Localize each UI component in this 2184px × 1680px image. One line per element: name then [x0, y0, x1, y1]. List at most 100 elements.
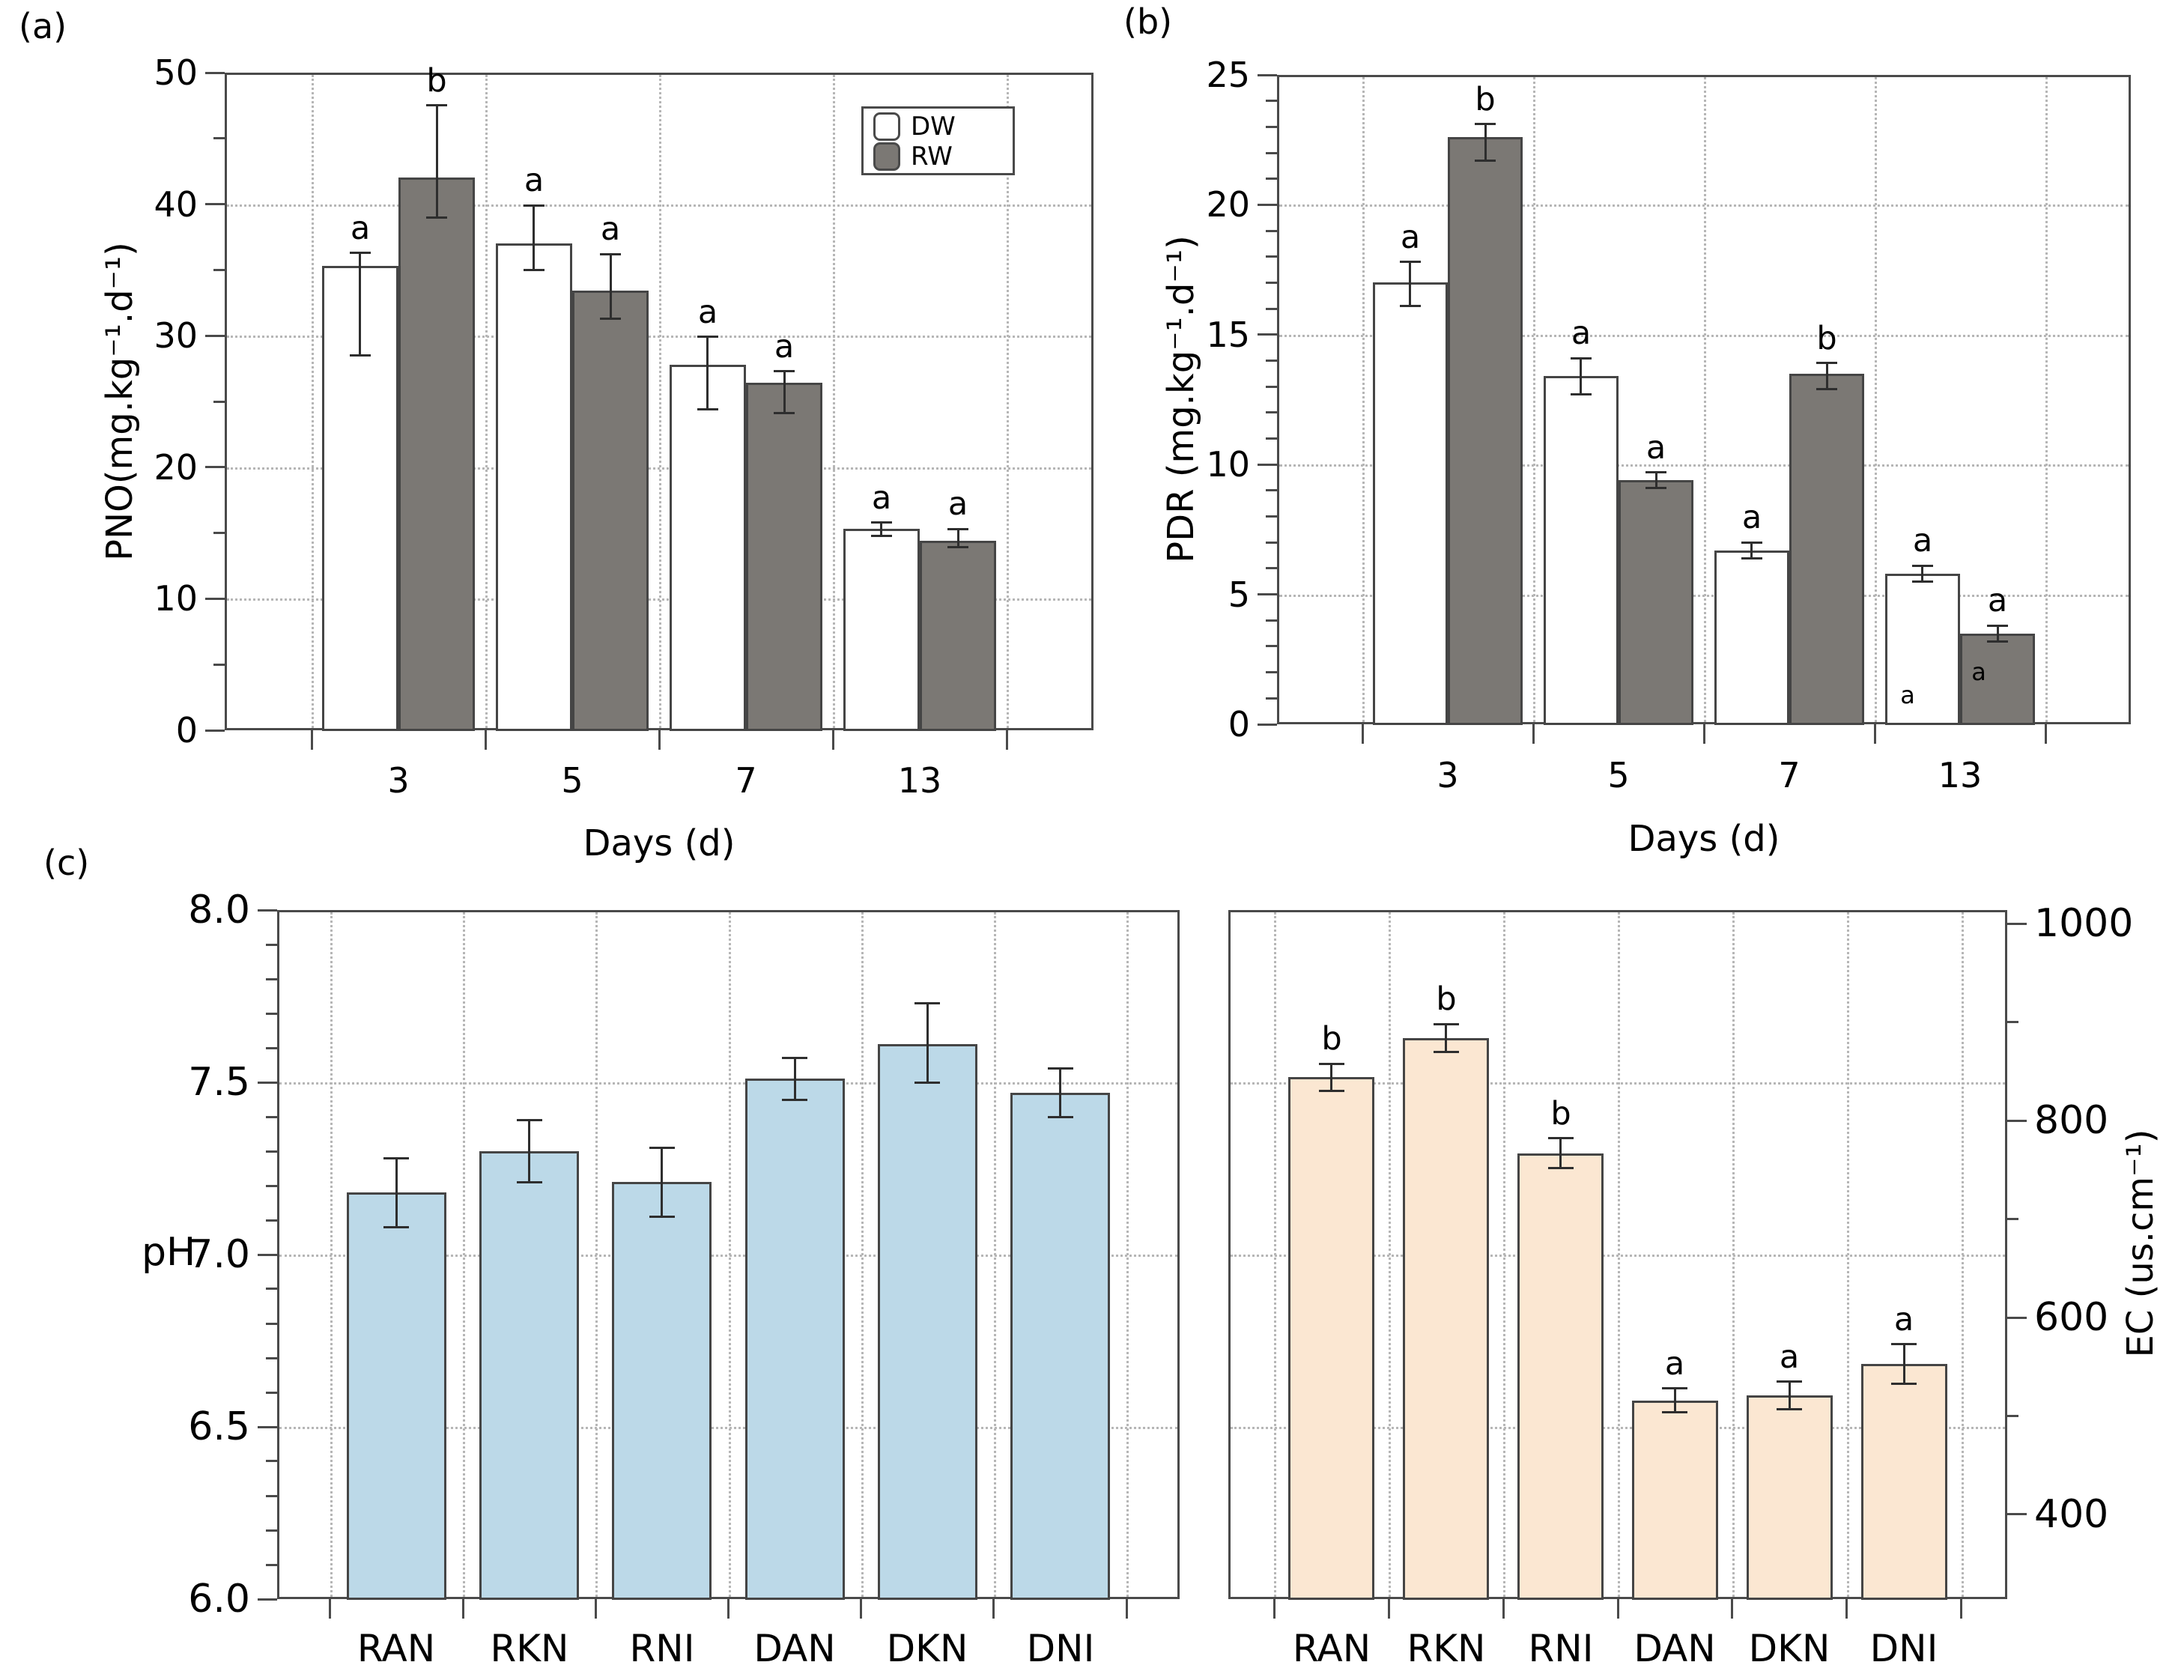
error-cap-c_ph: [914, 1082, 940, 1084]
bar-c_ph-pH-RAN: [347, 1192, 446, 1600]
y-axis-title-c_ec: EC (us.cm⁻¹): [2120, 1129, 2162, 1358]
error-bar-a: [359, 253, 361, 356]
error-cap-b: [1645, 471, 1666, 473]
y-minor-tick-a: [213, 664, 225, 666]
bar-c_ec-EC-RNI: [1517, 1153, 1604, 1600]
y-minor-tick-b: [1266, 489, 1277, 491]
x-tick-a: [311, 730, 313, 750]
gridline-v-c_ph: [595, 912, 598, 1597]
legend-swatch-DW: [873, 112, 900, 141]
error-cap-b: [1571, 393, 1592, 395]
gridline-h-c_ph: [279, 1255, 1177, 1257]
error-cap-a: [947, 546, 968, 548]
error-bar-b: [1655, 473, 1657, 488]
x-tick-c_ph: [462, 1599, 464, 1619]
bar-c_ec-EC-DAN: [1632, 1401, 1718, 1600]
y-tick-c_ph: [258, 909, 277, 912]
gridline-v-c_ec: [1732, 912, 1735, 1597]
sig-letter-b-7: a: [1741, 499, 1762, 536]
error-cap-c_ph: [782, 1099, 807, 1101]
y-tick-c_ph: [258, 1426, 277, 1428]
error-cap-c_ph: [782, 1057, 807, 1059]
error-cap-c_ec: [1662, 1411, 1687, 1413]
y-tick-a: [205, 335, 225, 337]
x-tick-label-c_ph: DKN: [886, 1627, 968, 1670]
gridline-v-c_ph: [1126, 912, 1129, 1597]
x-tick-c_ph: [329, 1599, 331, 1619]
x-tick-label-c_ph: DNI: [1026, 1627, 1095, 1670]
x-tick-c_ec: [1617, 1599, 1619, 1619]
x-tick-c_ph: [992, 1599, 995, 1619]
error-bar-c_ec: [1559, 1138, 1562, 1168]
gridline-v-c_ph: [330, 912, 333, 1597]
y-tick-c_ph: [258, 1082, 277, 1084]
gridline-v-a: [833, 75, 835, 728]
y-tick-a: [205, 466, 225, 468]
error-bar-a: [533, 205, 535, 270]
y-minor-tick-c_ph: [266, 1392, 277, 1394]
x-tick-c_ec: [1502, 1599, 1505, 1619]
y-minor-tick-c_ph: [266, 1185, 277, 1187]
gridline-v-b: [1704, 77, 1706, 722]
y-minor-tick-c_ph: [266, 1460, 277, 1462]
y-tick-label-c_ph: 7.5: [188, 1060, 250, 1105]
y-minor-tick-c_ph: [266, 1013, 277, 1015]
error-cap-c_ph: [649, 1216, 675, 1218]
error-bar-c_ph: [1059, 1069, 1061, 1117]
y-axis-title-a: PNO(mg.kg⁻¹.d⁻¹): [99, 242, 141, 561]
error-bar-c_ph: [395, 1158, 398, 1227]
error-bar-c_ec: [1330, 1064, 1332, 1091]
y-tick-label-b: 5: [1228, 574, 1250, 615]
gridline-v-a: [1007, 75, 1009, 728]
y-minor-tick-c_ec: [2007, 1021, 2018, 1023]
sig-letter-a-5: a: [524, 162, 545, 199]
y-minor-tick-c_ph: [266, 1357, 277, 1359]
bar-a-DW-13: [843, 529, 920, 731]
x-tick-c_ec: [1960, 1599, 1962, 1619]
y-tick-label-c_ec: 1000: [2034, 901, 2134, 946]
error-cap-a: [350, 252, 371, 254]
error-cap-c_ec: [1777, 1380, 1802, 1383]
y-minor-tick-b: [1266, 542, 1277, 544]
error-cap-a: [524, 269, 545, 271]
y-tick-c_ec: [2007, 923, 2027, 925]
y-minor-tick-c_ph: [266, 944, 277, 946]
y-tick-b: [1258, 593, 1277, 595]
error-cap-b: [1816, 388, 1837, 390]
x-tick-b: [1532, 724, 1535, 744]
y-minor-tick-a: [213, 532, 225, 534]
x-tick-label-c_ph: RNI: [629, 1627, 695, 1670]
y-tick-a: [205, 598, 225, 600]
error-cap-a: [697, 336, 718, 338]
sig-letter-c_ec-RAN: b: [1321, 1020, 1342, 1058]
y-minor-tick-b: [1266, 360, 1277, 362]
x-tick-a: [485, 730, 487, 750]
gridline-v-c_ec: [1503, 912, 1505, 1597]
y-tick-label-b: 25: [1206, 55, 1250, 95]
y-tick-label-a: 50: [154, 52, 198, 93]
y-minor-tick-a: [213, 269, 225, 271]
y-minor-tick-b: [1266, 178, 1277, 180]
gridline-v-b: [1362, 77, 1365, 722]
error-bar-a: [783, 372, 786, 413]
gridline-v-c_ph: [463, 912, 465, 1597]
y-tick-b: [1258, 333, 1277, 336]
y-minor-tick-c_ph: [266, 1150, 277, 1153]
error-cap-a: [774, 370, 795, 372]
y-minor-tick-b: [1266, 255, 1277, 258]
y-tick-label-c_ec: 800: [2034, 1098, 2109, 1143]
y-minor-tick-b: [1266, 645, 1277, 647]
gridline-v-c_ec: [1274, 912, 1276, 1597]
bar-c_ph-pH-DAN: [745, 1079, 845, 1600]
x-tick-label-b: 7: [1778, 755, 1801, 795]
bar-c_ec-EC-RKN: [1403, 1038, 1489, 1600]
error-cap-c_ec: [1548, 1167, 1574, 1169]
bar-c_ec-EC-DKN: [1747, 1395, 1833, 1600]
x-tick-label-b: 5: [1607, 755, 1630, 795]
error-cap-c_ec: [1319, 1090, 1344, 1092]
sig-letter-a-13: a: [871, 479, 892, 517]
x-tick-c_ec: [1273, 1599, 1275, 1619]
y-minor-tick-c_ph: [266, 1288, 277, 1290]
sig-letter-small-b: a: [1900, 681, 1915, 709]
